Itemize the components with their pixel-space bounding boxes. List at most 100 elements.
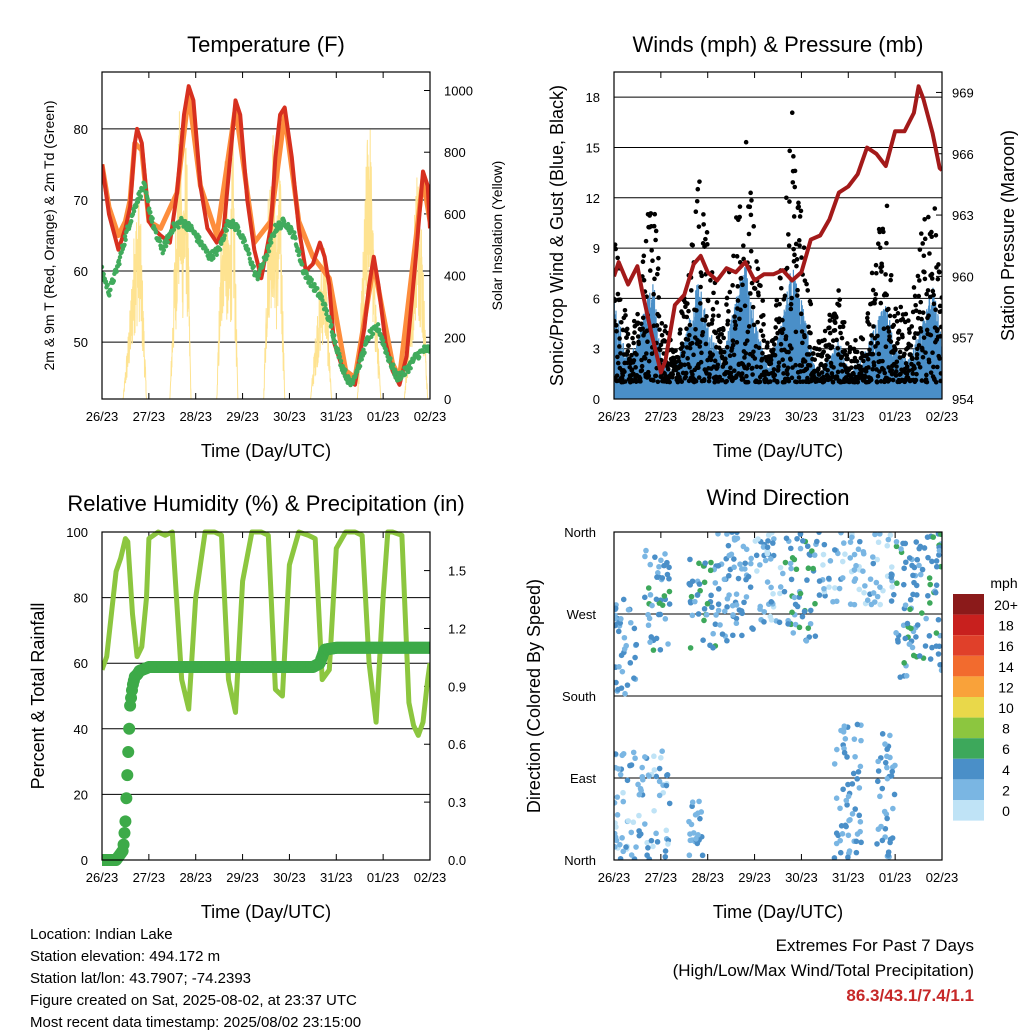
direction-point — [641, 594, 648, 601]
direction-point — [715, 607, 722, 614]
dewpoint-point — [108, 287, 113, 292]
gust-point — [887, 313, 893, 319]
direction-point — [699, 852, 706, 859]
direction-point — [841, 749, 848, 756]
direction-point — [749, 625, 755, 631]
gust-point — [716, 313, 721, 319]
rainfall-point — [122, 745, 135, 758]
direction-point — [655, 570, 661, 576]
gust-point — [748, 291, 753, 296]
dewpoint-point — [299, 262, 305, 267]
x-tick-label: 02/23 — [414, 409, 447, 424]
gust-point — [687, 345, 693, 351]
direction-point — [855, 768, 862, 775]
direction-point — [855, 546, 862, 553]
direction-point — [887, 732, 893, 739]
direction-point — [628, 852, 635, 858]
gust-point — [693, 378, 699, 384]
gust-point — [793, 329, 799, 335]
dewpoint-point — [197, 234, 202, 240]
gust-point — [685, 337, 691, 342]
direction-point — [884, 775, 891, 782]
direction-point — [645, 622, 652, 629]
direction-point — [903, 673, 910, 679]
gust-point — [913, 377, 919, 383]
direction-point — [776, 619, 783, 626]
dewpoint-point — [245, 247, 251, 252]
legend-label: 0 — [1002, 803, 1010, 819]
gust-point — [780, 326, 786, 332]
direction-point — [645, 845, 651, 851]
dewpoint-point — [105, 282, 110, 288]
legend-swatch — [953, 800, 984, 821]
direction-point — [768, 584, 774, 591]
y-tick-label: 0 — [81, 853, 88, 868]
direction-point — [693, 836, 699, 842]
direction-point — [840, 786, 846, 793]
gust-point — [673, 348, 678, 353]
direction-point — [932, 589, 939, 596]
gust-point — [721, 327, 726, 333]
gust-point — [678, 327, 683, 332]
direction-point — [887, 754, 893, 761]
gust-point — [870, 366, 875, 372]
gust-point — [710, 352, 715, 358]
gust-point — [751, 349, 756, 355]
gust-point — [768, 357, 774, 363]
x-tick-label: 28/23 — [691, 409, 724, 424]
direction-point — [799, 613, 806, 620]
gust-point — [744, 338, 750, 343]
direction-point — [614, 830, 618, 837]
x-tick-label: 31/23 — [320, 870, 353, 885]
direction-point — [710, 630, 716, 637]
speed-legend: mph 20+ 18 16 14 12 10 8 6 4 2 0 — [953, 575, 1018, 821]
gust-point — [873, 291, 879, 297]
direction-point — [891, 591, 897, 598]
gust-point — [788, 357, 793, 362]
legend-swatch — [953, 614, 984, 636]
gust-point — [730, 342, 736, 348]
gust-point — [734, 340, 740, 345]
gust-point — [761, 338, 767, 343]
gust-point — [931, 364, 936, 370]
direction-point — [712, 621, 719, 628]
gust-point — [771, 367, 777, 372]
station-info: Location: Indian Lake Station elevation:… — [30, 924, 361, 1034]
direction-point — [864, 597, 871, 603]
gust-point — [752, 286, 758, 291]
rainfall-point — [117, 838, 130, 851]
gust-point — [929, 229, 934, 235]
dewpoint-point — [309, 277, 314, 282]
gust-point — [708, 357, 714, 363]
direction-point — [849, 781, 856, 787]
gust-point — [771, 347, 776, 353]
gust-point — [851, 371, 856, 377]
direction-point — [633, 844, 639, 850]
direction-point — [662, 853, 669, 860]
y-tick-label: 9 — [593, 241, 600, 256]
gust-point — [699, 350, 704, 356]
gust-point — [730, 338, 736, 343]
chart-title: Temperature (F) — [187, 32, 345, 57]
gust-point — [884, 203, 890, 209]
direction-point — [875, 768, 882, 774]
dewpoint-point — [370, 331, 376, 337]
gust-point — [615, 354, 620, 360]
direction-point — [919, 610, 925, 616]
direction-point — [811, 552, 818, 558]
direction-point — [907, 596, 914, 603]
dewpoint-point — [391, 362, 396, 367]
direction-point — [618, 652, 625, 659]
y-tick-label: 50 — [74, 335, 88, 350]
y2-tick-label: 0.3 — [448, 795, 466, 810]
gust-point — [786, 243, 792, 249]
y-tick-label: 70 — [74, 193, 88, 208]
direction-point — [794, 535, 800, 542]
gust-point — [888, 277, 893, 283]
direction-point — [731, 556, 737, 562]
gust-point — [806, 324, 811, 330]
gust-point — [757, 379, 763, 385]
direction-point — [910, 572, 916, 579]
direction-point — [897, 674, 904, 680]
gust-point — [756, 292, 761, 298]
